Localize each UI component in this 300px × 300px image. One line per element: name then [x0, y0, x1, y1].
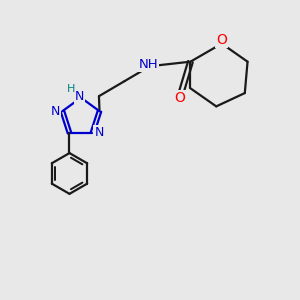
Text: O: O [175, 91, 185, 105]
Text: N: N [94, 127, 104, 140]
Text: N: N [51, 105, 61, 118]
Text: H: H [67, 84, 76, 94]
Text: O: O [216, 33, 227, 47]
Text: NH: NH [139, 58, 158, 71]
Text: N: N [75, 90, 84, 103]
